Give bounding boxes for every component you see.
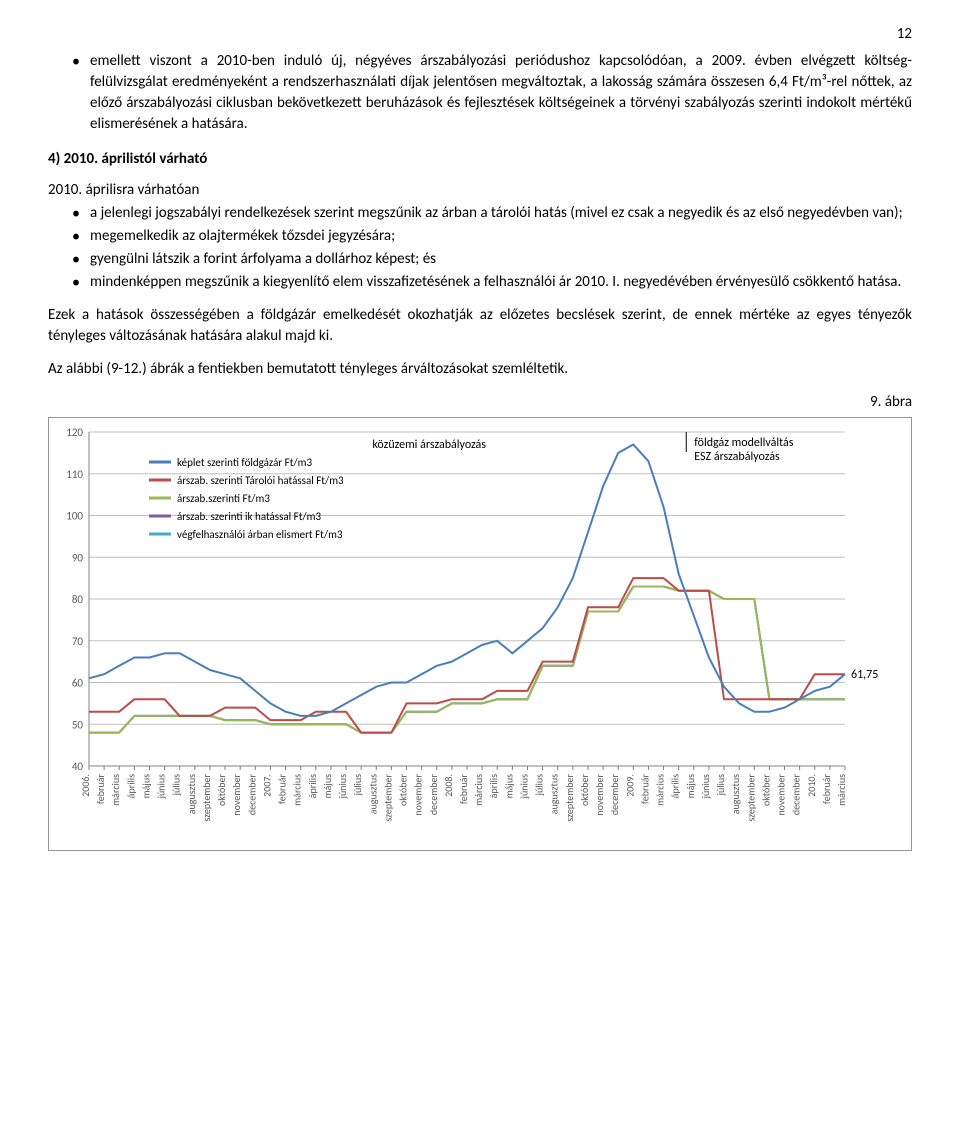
- section-heading-4: 4) 2010. áprilistól várható: [48, 149, 912, 170]
- svg-text:december: december: [245, 773, 258, 815]
- svg-text:40: 40: [72, 760, 84, 773]
- svg-text:március: március: [654, 774, 667, 806]
- svg-text:október: október: [397, 773, 410, 806]
- svg-text:árszab. szerinti Tárolói hatás: árszab. szerinti Tárolói hatással Ft/m3: [177, 474, 344, 487]
- svg-text:július: július: [714, 774, 727, 796]
- svg-text:100: 100: [66, 510, 83, 523]
- svg-text:február: február: [94, 774, 107, 805]
- chart-container: 4050607080901001101202006.februármárcius…: [48, 417, 912, 851]
- svg-text:november: november: [412, 773, 425, 815]
- svg-text:50: 50: [72, 718, 84, 731]
- svg-text:június: június: [517, 774, 530, 799]
- svg-text:szeptember: szeptember: [563, 773, 576, 821]
- para-ezek: Ezek a hatások összességében a földgázár…: [48, 305, 912, 347]
- svg-text:augusztus: augusztus: [548, 774, 561, 814]
- svg-text:szeptember: szeptember: [744, 773, 757, 821]
- svg-text:március: március: [291, 774, 304, 806]
- svg-text:április: április: [487, 774, 500, 798]
- svg-text:árszab.szerinti Ft/m3: árszab.szerinti Ft/m3: [177, 492, 270, 505]
- svg-text:augusztus: augusztus: [729, 774, 742, 814]
- svg-text:május: május: [139, 774, 152, 798]
- svg-text:november: november: [230, 773, 243, 815]
- intro-bullet-list: emellett viszont a 2010-ben induló új, n…: [48, 51, 912, 135]
- svg-text:március: március: [472, 774, 485, 806]
- svg-text:80: 80: [72, 593, 84, 606]
- page-number: 12: [48, 24, 912, 45]
- svg-text:végfelhasználói árban elismert: végfelhasználói árban elismert Ft/m3: [177, 528, 343, 541]
- list-item: a jelenlegi jogszabályi rendelkezések sz…: [72, 203, 912, 224]
- svg-text:110: 110: [66, 468, 83, 481]
- list-item: mindenképpen megszűnik a kiegyenlítő ele…: [72, 272, 912, 293]
- svg-text:augusztus: augusztus: [185, 774, 198, 814]
- svg-text:2009.: 2009.: [623, 774, 636, 797]
- svg-text:október: október: [578, 773, 591, 806]
- sub-bullet-list: a jelenlegi jogszabályi rendelkezések sz…: [48, 203, 912, 293]
- svg-text:június: június: [155, 774, 168, 799]
- svg-text:2008.: 2008.: [442, 774, 455, 797]
- svg-text:február: február: [820, 774, 833, 805]
- svg-text:május: május: [502, 774, 515, 798]
- svg-text:április: április: [306, 774, 319, 798]
- svg-text:földgáz modellváltás: földgáz modellváltás: [694, 436, 793, 450]
- svg-text:október: október: [215, 773, 228, 806]
- svg-text:szeptember: szeptember: [200, 773, 213, 821]
- svg-text:90: 90: [72, 551, 84, 564]
- para-abrak: Az alábbi (9-12.) ábrák a fentiekben bem…: [48, 359, 912, 380]
- svg-text:november: november: [775, 773, 788, 815]
- svg-text:képlet szerinti földgázár Ft/m: képlet szerinti földgázár Ft/m3: [177, 456, 312, 469]
- svg-text:július: július: [533, 774, 546, 796]
- svg-text:61,75: 61,75: [851, 668, 878, 682]
- list-item: megemelkedik az olajtermékek tőzsdei jeg…: [72, 226, 912, 247]
- svg-text:december: december: [427, 773, 440, 815]
- svg-text:április: április: [124, 774, 137, 798]
- svg-text:február: február: [276, 774, 289, 805]
- list-item: emellett viszont a 2010-ben induló új, n…: [72, 51, 912, 135]
- para-2010-intro: 2010. áprilisra várhatóan: [48, 180, 912, 201]
- svg-text:június: június: [336, 774, 349, 799]
- svg-text:szeptember: szeptember: [381, 773, 394, 821]
- svg-text:október: október: [759, 773, 772, 806]
- svg-text:2006.: 2006.: [79, 774, 92, 797]
- svg-text:március: március: [109, 774, 122, 806]
- svg-text:augusztus: augusztus: [366, 774, 379, 814]
- svg-text:ESZ árszabályozás: ESZ árszabályozás: [694, 450, 780, 464]
- svg-text:70: 70: [72, 635, 84, 648]
- svg-text:május: május: [321, 774, 334, 798]
- svg-text:60: 60: [72, 677, 84, 690]
- svg-text:július: július: [170, 774, 183, 796]
- svg-text:június: június: [699, 774, 712, 799]
- svg-text:február: február: [457, 774, 470, 805]
- line-chart: 4050607080901001101202006.februármárcius…: [55, 424, 905, 844]
- svg-text:árszab. szerinti ik hatással F: árszab. szerinti ik hatással Ft/m3: [177, 510, 321, 523]
- svg-text:november: november: [593, 773, 606, 815]
- svg-text:közüzemi árszabályozás: közüzemi árszabályozás: [372, 438, 486, 452]
- svg-text:2007.: 2007.: [260, 774, 273, 797]
- svg-text:december: december: [608, 773, 621, 815]
- figure-label: 9. ábra: [48, 392, 912, 413]
- svg-text:március: március: [835, 774, 848, 806]
- svg-text:december: december: [790, 773, 803, 815]
- svg-text:április: április: [669, 774, 682, 798]
- svg-text:2010.: 2010.: [805, 774, 818, 797]
- list-item: gyengülni látszik a forint árfolyama a d…: [72, 249, 912, 270]
- svg-text:július: július: [351, 774, 364, 796]
- svg-text:február: február: [638, 774, 651, 805]
- svg-text:120: 120: [66, 426, 83, 439]
- svg-text:május: május: [684, 774, 697, 798]
